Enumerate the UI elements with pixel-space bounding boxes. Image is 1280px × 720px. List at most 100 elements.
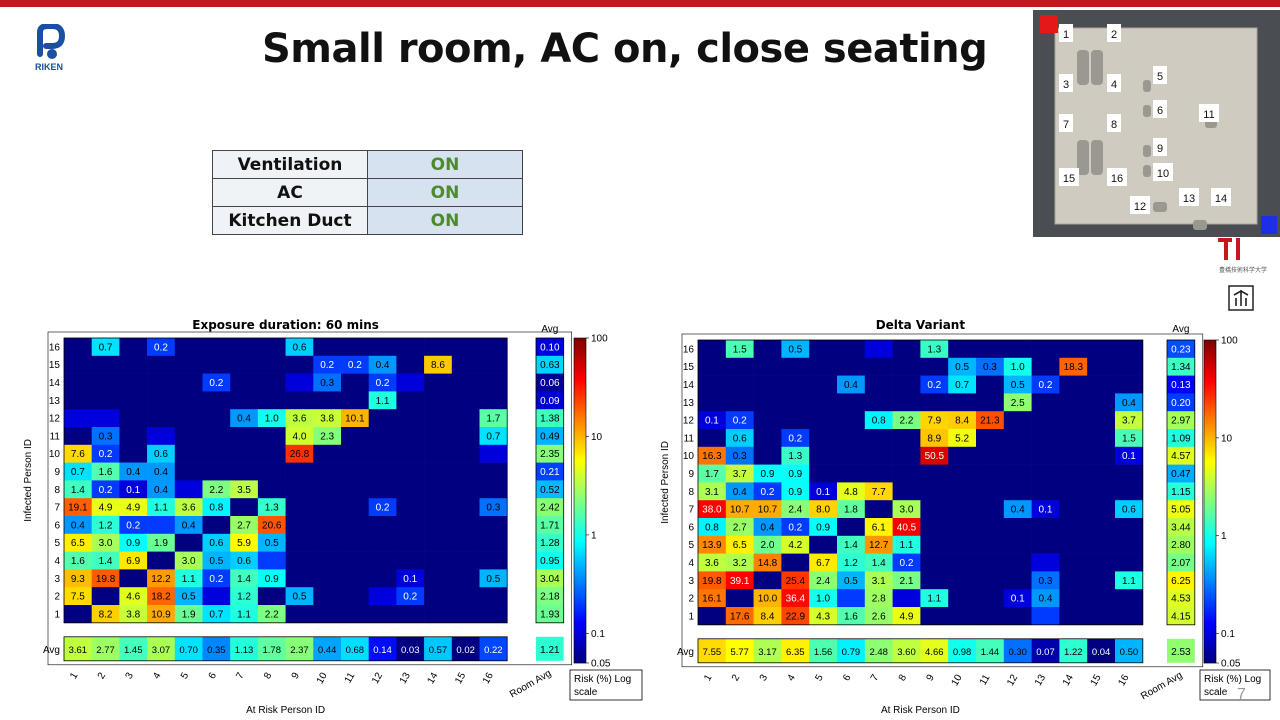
colorbar-segment (1204, 615, 1216, 617)
cell-value-label: 1.3 (788, 451, 802, 462)
heatmap-cell (892, 357, 921, 376)
heatmap-cell (1115, 429, 1144, 448)
cell-value-label: 50.5 (925, 451, 945, 462)
heatmap-cell (119, 533, 148, 552)
heatmap-cell (230, 516, 259, 535)
y-tick-label: 6 (54, 520, 60, 531)
heatmap-cell (753, 571, 782, 590)
colorbar-segment (1204, 345, 1216, 347)
colorbar-segment (1204, 382, 1216, 384)
heatmap-cell (1031, 500, 1060, 519)
heatmap-cell (285, 516, 314, 535)
cell-value-label: 1.5 (733, 344, 747, 355)
x-tick-label: 16 (1116, 672, 1131, 688)
heatmap-cell (368, 605, 397, 624)
heatmap-cell (285, 462, 314, 481)
heatmap-cell (257, 373, 286, 392)
x-tick-label: 2 (96, 670, 109, 681)
colorbar-segment (574, 616, 586, 618)
colorbar-segment (1204, 402, 1216, 404)
colorbar-label-line1: Risk (%) Log (1204, 674, 1261, 685)
cell-value-label: 6.9 (126, 556, 140, 567)
seat-label-3: 3 (1059, 74, 1073, 92)
col-avg-cell (1031, 638, 1060, 663)
colorbar-segment (574, 398, 586, 400)
cell-value-label: 3.0 (182, 556, 196, 567)
cell-value-label: 2.6 (872, 611, 886, 622)
heatmap-cell (479, 480, 508, 499)
colorbar-segment (1204, 355, 1216, 357)
colorbar-segment (1204, 522, 1216, 524)
colorbar-segment (574, 591, 586, 593)
colorbar-segment (1204, 489, 1216, 491)
col-avg-label: 0.07 (1036, 647, 1055, 658)
avg-column-frame (535, 337, 565, 624)
heatmap-cell (1115, 589, 1144, 608)
heatmap-cell (1087, 535, 1116, 554)
heatmap-cell (1087, 518, 1116, 537)
heatmap-cell (174, 551, 203, 570)
colorbar-segment (574, 499, 586, 501)
colorbar-segment (574, 602, 586, 604)
heatmap-cell (864, 589, 893, 608)
colorbar-segment (1204, 633, 1216, 635)
colorbar-segment (1204, 570, 1216, 572)
heatmap-cell (976, 357, 1005, 376)
cell-value-label: 8.4 (761, 611, 775, 622)
heatmap-cell (1031, 375, 1060, 394)
heatmap-cell (174, 355, 203, 374)
heatmap-cell (753, 607, 782, 626)
heatmap-cell (91, 444, 120, 463)
heatmap-cell (892, 393, 921, 412)
colorbar-segment (574, 349, 586, 351)
heatmap-cell (725, 357, 754, 376)
heatmap-cell (781, 411, 810, 430)
heatmap-cell (202, 480, 231, 499)
colorbar-segment (1204, 582, 1216, 584)
colorbar-segment (1204, 493, 1216, 495)
heatmap-cell (948, 375, 977, 394)
heatmap-cell (753, 464, 782, 483)
colorbar-segment (574, 660, 586, 662)
cell-value-label: 4.9 (900, 611, 914, 622)
y-tick-label: 6 (688, 522, 694, 533)
colorbar-segment (574, 634, 586, 636)
colorbar-segment (1204, 443, 1216, 445)
seat-label-13: 13 (1179, 188, 1199, 206)
page-number: 7 (1237, 686, 1246, 703)
col-avg-cell (451, 636, 480, 661)
colorbar-segment (1204, 469, 1216, 471)
heatmap-cell (230, 605, 259, 624)
heatmap-cell (864, 429, 893, 448)
colorbar-segment (574, 448, 586, 450)
colorbar-segment (1204, 531, 1216, 533)
heatmap-cell (1031, 535, 1060, 554)
colorbar-segment (574, 449, 586, 451)
heatmap-cell (119, 462, 148, 481)
heatmap-cell (1115, 571, 1144, 590)
heatmap-cell (257, 409, 286, 428)
cell-value-label: 0.2 (1039, 380, 1053, 391)
colorbar-segment (1204, 621, 1216, 623)
colorbar-segment (1204, 456, 1216, 458)
cell-value-label: 6.1 (872, 522, 886, 533)
heatmap-cell (174, 533, 203, 552)
heatmap-cell (91, 462, 120, 481)
colorbar-segment (574, 435, 586, 437)
col-avg-cell (781, 638, 810, 663)
y-tick-label: 10 (49, 449, 61, 460)
heatmap-cell (341, 480, 369, 499)
colorbar-segment (574, 662, 586, 664)
heatmap-cell (1115, 340, 1144, 359)
colorbar-segment (1204, 473, 1216, 475)
cell-value-label: 0.3 (486, 503, 500, 514)
heatmap-cell (1059, 518, 1088, 537)
heatmap-cell (91, 355, 120, 374)
colorbar-segment (1204, 403, 1216, 405)
colorbar-segment (574, 655, 586, 657)
cell-value-label: 0.6 (154, 449, 168, 460)
heatmap-cell (1003, 429, 1032, 448)
colorbar-segment (574, 469, 586, 471)
colorbar-segment (574, 439, 586, 441)
heatmap-cell (809, 571, 838, 590)
